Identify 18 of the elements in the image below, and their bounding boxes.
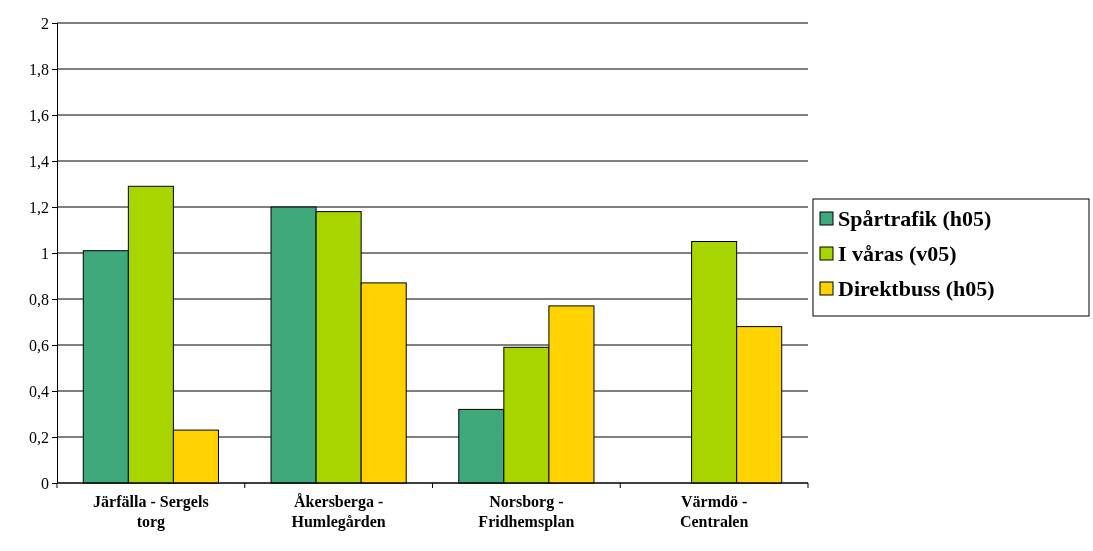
y-tick-label: 0,2: [29, 428, 49, 446]
y-tick-label: 2: [41, 14, 49, 32]
legend-label: Direktbuss (h05): [838, 276, 995, 301]
y-tick-label: 0,6: [29, 336, 49, 354]
y-tick-label: 0: [41, 474, 49, 492]
y-tick-label: 1,4: [29, 152, 49, 170]
x-tick-label: Värmdö - Centralen: [679, 493, 749, 530]
y-tick-label: 0,8: [29, 290, 49, 308]
y-tick-label: 1: [41, 244, 49, 262]
y-tick-label: 1,8: [29, 60, 49, 78]
x-tick-label: Åkersberga - Humlegården: [291, 493, 386, 531]
y-tick-label: 1,6: [29, 106, 49, 124]
x-tick-label: Norsborg - Fridhemsplan: [478, 493, 575, 531]
y-tick-label: 0,4: [29, 382, 49, 400]
legend-label: Spårtrafik (h05): [838, 206, 992, 231]
y-tick-label: 1,2: [29, 198, 49, 216]
x-tick-label: Järfälla - Sergels torg: [93, 493, 209, 531]
legend-label: I våras (v05): [838, 241, 957, 266]
